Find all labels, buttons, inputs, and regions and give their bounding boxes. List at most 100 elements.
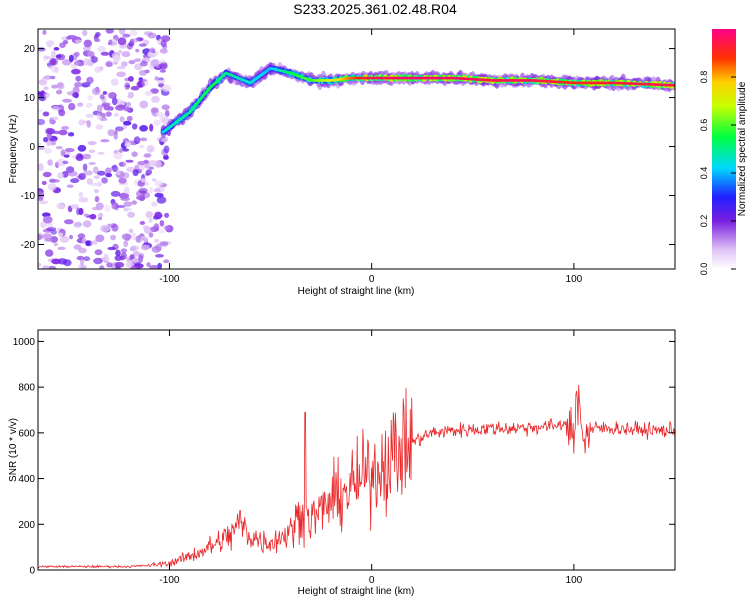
x-tick-label: 100 <box>566 274 583 285</box>
noise-blob <box>75 154 84 161</box>
noise-blob <box>105 167 112 174</box>
noise-blob <box>47 183 57 191</box>
noise-blob <box>120 197 131 201</box>
noise-blob <box>107 106 114 111</box>
noise-blob <box>96 170 106 176</box>
noise-blob <box>76 207 81 216</box>
noise-blob <box>44 238 53 242</box>
noise-blob <box>67 132 75 137</box>
noise-blob <box>139 220 146 225</box>
noise-blob <box>132 123 138 130</box>
noise-blob <box>147 32 157 39</box>
noise-blob <box>153 188 161 193</box>
noise-blob <box>59 235 70 243</box>
colorbar-ticks: 0.0 0.2 0.4 0.6 0.8 <box>699 71 736 275</box>
noise-blob <box>47 159 53 166</box>
noise-blob <box>98 217 103 220</box>
noise-blob <box>129 30 138 36</box>
noise-blob <box>38 142 42 146</box>
y-tick-label: 600 <box>18 428 35 439</box>
noise-blob <box>161 136 168 143</box>
noise-blob <box>73 61 81 66</box>
noise-blob <box>157 79 166 84</box>
noise-blob <box>82 153 92 160</box>
noise-blob <box>154 192 164 198</box>
noise-blob <box>97 45 106 53</box>
noise-blob <box>43 75 53 80</box>
noise-blob <box>113 132 118 140</box>
noise-blob <box>127 76 134 82</box>
noise-blob <box>150 59 160 67</box>
y-tick-label: 800 <box>18 383 35 394</box>
noise-blob <box>95 234 105 243</box>
noise-blob <box>100 51 110 56</box>
x-tick-label: 100 <box>566 575 583 586</box>
noise-blob <box>125 159 134 163</box>
noise-blob <box>120 248 128 253</box>
noise-blob <box>146 144 155 153</box>
noise-blob <box>88 149 96 154</box>
colorbar-gradient <box>712 29 736 269</box>
noise-blob <box>71 68 81 75</box>
noise-blob <box>123 172 130 179</box>
noise-blob <box>42 215 53 224</box>
noise-blob <box>160 39 167 48</box>
noise-blob <box>80 258 85 266</box>
noise-blob <box>154 211 163 220</box>
noise-blob <box>158 82 165 88</box>
noise-blob <box>86 76 94 84</box>
noise-blob <box>50 179 60 183</box>
noise-blob <box>116 71 126 78</box>
noise-blob <box>56 158 66 167</box>
noise-blob <box>116 171 121 176</box>
spectrogram-heatmap <box>38 29 675 269</box>
noise-blob <box>77 144 87 152</box>
noise-blob <box>99 117 108 122</box>
noise-blob <box>163 225 171 230</box>
noise-blob <box>118 29 126 35</box>
noise-blob <box>145 211 153 219</box>
noise-blob <box>97 212 104 218</box>
noise-blob <box>51 64 57 73</box>
noise-blob <box>113 112 120 117</box>
noise-blob <box>99 94 105 100</box>
noise-blob <box>139 100 149 109</box>
noise-blob <box>58 129 68 136</box>
noise-blob <box>97 104 103 113</box>
noise-blob <box>70 204 79 209</box>
y-tick-label: -10 <box>21 191 36 202</box>
noise-blob <box>149 186 154 194</box>
noise-blob <box>131 151 138 157</box>
noise-blob <box>143 159 149 164</box>
noise-blob <box>112 54 121 63</box>
noise-blob <box>134 63 143 71</box>
noise-blob <box>87 50 95 57</box>
noise-blob <box>62 160 69 165</box>
noise-blob <box>66 184 74 188</box>
noise-blob <box>81 237 87 244</box>
noise-blob <box>151 95 160 104</box>
noise-blob <box>85 113 95 118</box>
noise-blob <box>138 79 147 82</box>
noise-blob <box>127 211 135 218</box>
noise-blob <box>42 265 50 269</box>
noise-blob <box>138 69 148 76</box>
snr-ylabel: SNR (10 * v/v) <box>8 418 19 482</box>
noise-blob <box>94 189 100 194</box>
noise-blob <box>51 105 61 111</box>
noise-blob <box>61 126 70 130</box>
noise-blob <box>78 197 89 203</box>
noise-blob <box>130 232 137 241</box>
noise-blob <box>125 101 132 107</box>
x-tick-label: 0 <box>369 274 375 285</box>
noise-blob <box>105 111 112 117</box>
noise-blob <box>85 102 93 108</box>
noise-blob <box>72 92 79 98</box>
noise-blob <box>119 116 125 123</box>
noise-blob <box>88 162 96 165</box>
noise-blob <box>110 78 119 86</box>
noise-blob <box>147 160 158 167</box>
